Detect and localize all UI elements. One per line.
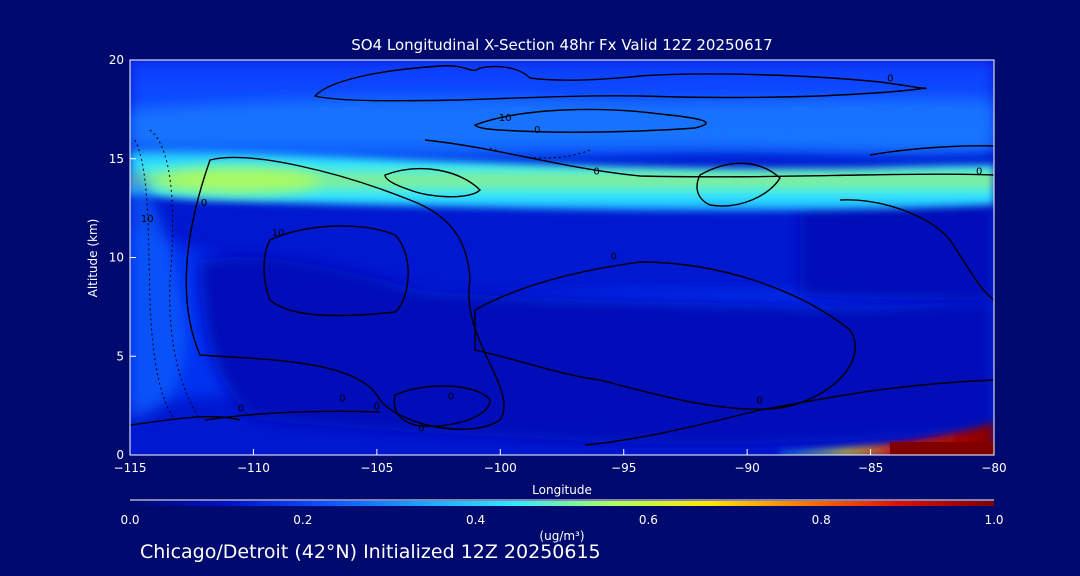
x-axis: −115 −110 −105 −100 −95 −90 −85 −80 bbox=[114, 449, 1007, 475]
contour-label: 10 bbox=[272, 228, 285, 239]
y-tick-label: 10 bbox=[109, 251, 124, 265]
x-tick-label: −80 bbox=[981, 461, 1006, 475]
x-tick-label: −95 bbox=[611, 461, 636, 475]
contour-layer-top bbox=[424, 139, 994, 178]
contour-dotted-left-outer bbox=[134, 139, 176, 421]
x-tick-label: −105 bbox=[360, 461, 393, 475]
contour-label: 0 bbox=[339, 394, 345, 405]
contour-label: 0 bbox=[887, 74, 893, 85]
colorbar-ramp bbox=[130, 501, 994, 506]
contour-label: 0 bbox=[593, 167, 599, 178]
y-tick-label: 0 bbox=[116, 448, 124, 462]
contour-lower-blob bbox=[393, 385, 491, 427]
colorbar-tick-label: 0.8 bbox=[812, 513, 831, 527]
footer-location-text: Chicago/Detroit (42°N) Initialized 12Z 2… bbox=[140, 541, 601, 563]
colorbar-tick-label: 0.6 bbox=[639, 513, 658, 527]
contour-label: 0 bbox=[611, 251, 617, 262]
contour-dotted-upper bbox=[489, 147, 591, 159]
contour-label: 0 bbox=[976, 167, 982, 178]
contour-right-layer bbox=[869, 145, 994, 156]
contour-label: 0 bbox=[534, 125, 540, 136]
contour-upper-inner bbox=[473, 108, 707, 133]
x-tick-label: −90 bbox=[734, 461, 759, 475]
contour-label: 0 bbox=[238, 404, 244, 415]
colorbar-unit-label: (ug/m³) bbox=[539, 529, 584, 543]
colorbar-ticks: 0.0 0.2 0.4 0.6 0.8 1.0 bbox=[120, 513, 1003, 527]
x-tick-label: −100 bbox=[484, 461, 517, 475]
chart-title: SO4 Longitudinal X-Section 48hr Fx Valid… bbox=[351, 36, 772, 54]
contour-label: 0 bbox=[201, 198, 207, 209]
contour-label: 0 bbox=[756, 396, 762, 407]
contour-main-left bbox=[185, 156, 505, 430]
stratospheric-band-core bbox=[130, 98, 994, 150]
contour-label: 10 bbox=[499, 113, 512, 124]
contour-right-upper bbox=[839, 199, 994, 301]
y-axis: 0 5 10 15 20 bbox=[109, 53, 136, 462]
y-tick-label: 5 bbox=[116, 349, 124, 363]
contour-lower-right bbox=[584, 379, 994, 446]
x-tick-label: −110 bbox=[237, 461, 270, 475]
left-edge-field bbox=[130, 160, 186, 420]
contour-layer-blob bbox=[384, 168, 481, 198]
so4-layer-max bbox=[160, 166, 320, 194]
contour-upper bbox=[313, 65, 927, 102]
x-tick-label: −85 bbox=[858, 461, 883, 475]
colorbar-tick-label: 0.2 bbox=[293, 513, 312, 527]
contour-labels: 0 10 0 0 0 0 10 10 0 0 0 0 0 0 0 bbox=[141, 74, 982, 435]
x-tick-label: −115 bbox=[114, 461, 147, 475]
contour-label: 0 bbox=[448, 392, 454, 403]
contour-left-inner bbox=[263, 225, 409, 317]
colorbar-tick-label: 0.4 bbox=[466, 513, 485, 527]
upper-right-dark-field bbox=[800, 198, 994, 300]
y-tick-label: 15 bbox=[109, 152, 124, 166]
colorbar-tick-label: 1.0 bbox=[984, 513, 1003, 527]
lower-core-field bbox=[200, 256, 994, 445]
contour-lines bbox=[130, 65, 994, 446]
contour-right-inner bbox=[474, 261, 856, 410]
contour-surface-left bbox=[130, 415, 241, 426]
contour-dotted-left bbox=[149, 129, 201, 421]
y-axis-label: Altitude (km) bbox=[86, 219, 100, 298]
plot-area: 0 10 0 0 0 0 10 10 0 0 0 0 0 0 0 bbox=[130, 60, 994, 455]
y-tick-label: 20 bbox=[109, 53, 124, 67]
so4-layer bbox=[130, 149, 994, 211]
contour-dotted-lines bbox=[134, 129, 591, 421]
x-axis-label: Longitude bbox=[532, 483, 592, 497]
contour-right-blob bbox=[696, 162, 781, 207]
contour-label: 10 bbox=[141, 214, 154, 225]
contour-label: 0 bbox=[418, 423, 424, 434]
surface-plume-core bbox=[890, 442, 994, 455]
contour-label: 0 bbox=[374, 402, 380, 413]
colorbar-tick-label: 0.0 bbox=[120, 513, 139, 527]
colorbar: 0.0 0.2 0.4 0.6 0.8 1.0 (ug/m³) bbox=[120, 499, 1004, 543]
